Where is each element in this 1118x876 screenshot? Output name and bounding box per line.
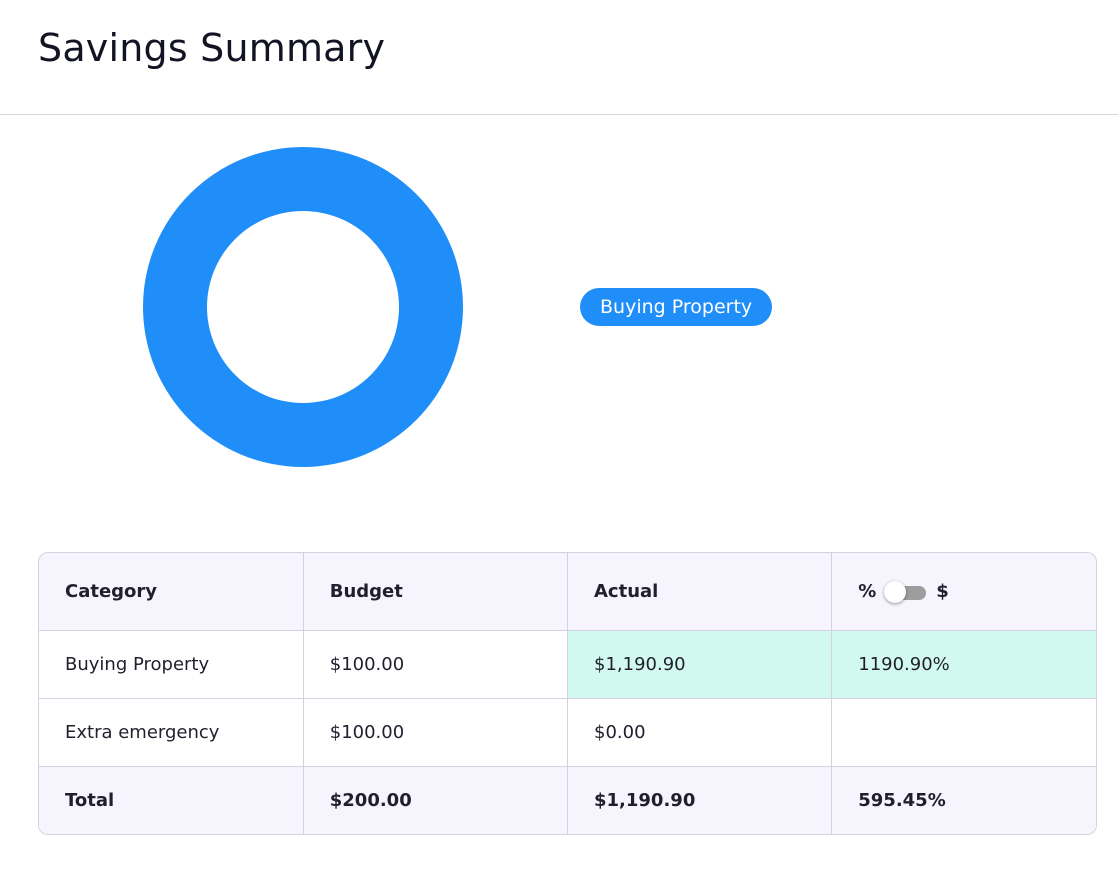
cell-budget: $100.00 <box>303 630 569 699</box>
table-header-row: Category Budget Actual % $ <box>39 553 1096 631</box>
table-row: Extra emergency $100.00 $0.00 <box>39 698 1096 767</box>
legend-item-buying-property[interactable]: Buying Property <box>580 288 773 326</box>
column-header-budget: Budget <box>303 553 569 631</box>
total-actual: $1,190.90 <box>567 766 833 834</box>
cell-percent <box>831 698 1096 767</box>
percent-dollar-toggle[interactable] <box>884 580 928 603</box>
column-header-category: Category <box>39 553 304 631</box>
cell-category: Extra emergency <box>39 698 304 767</box>
donut-slice-buying-property[interactable] <box>143 147 463 467</box>
cell-category: Buying Property <box>39 630 304 699</box>
column-header-toggle: % $ <box>831 553 1096 631</box>
donut-chart <box>143 147 463 467</box>
table-total-row: Total $200.00 $1,190.90 595.45% <box>39 766 1096 834</box>
page-header: Savings Summary <box>0 0 1118 115</box>
table-row: Buying Property $100.00 $1,190.90 1190.9… <box>39 630 1096 699</box>
column-header-actual: Actual <box>567 553 833 631</box>
cell-budget: $100.00 <box>303 698 569 767</box>
page-title: Savings Summary <box>38 26 386 70</box>
total-budget: $200.00 <box>303 766 569 834</box>
percent-dollar-switch: % $ <box>858 580 949 603</box>
chart-area: Buying Property <box>0 115 1118 552</box>
total-label: Total <box>39 766 304 834</box>
cell-percent: 1190.90% <box>831 630 1096 699</box>
dollar-label: $ <box>936 581 949 602</box>
cell-actual: $0.00 <box>567 698 833 767</box>
savings-table: Category Budget Actual % $ Buyin <box>38 552 1097 835</box>
percent-label: % <box>858 581 877 602</box>
total-percent: 595.45% <box>831 766 1096 834</box>
toggle-knob <box>884 580 907 603</box>
cell-actual: $1,190.90 <box>567 630 833 699</box>
